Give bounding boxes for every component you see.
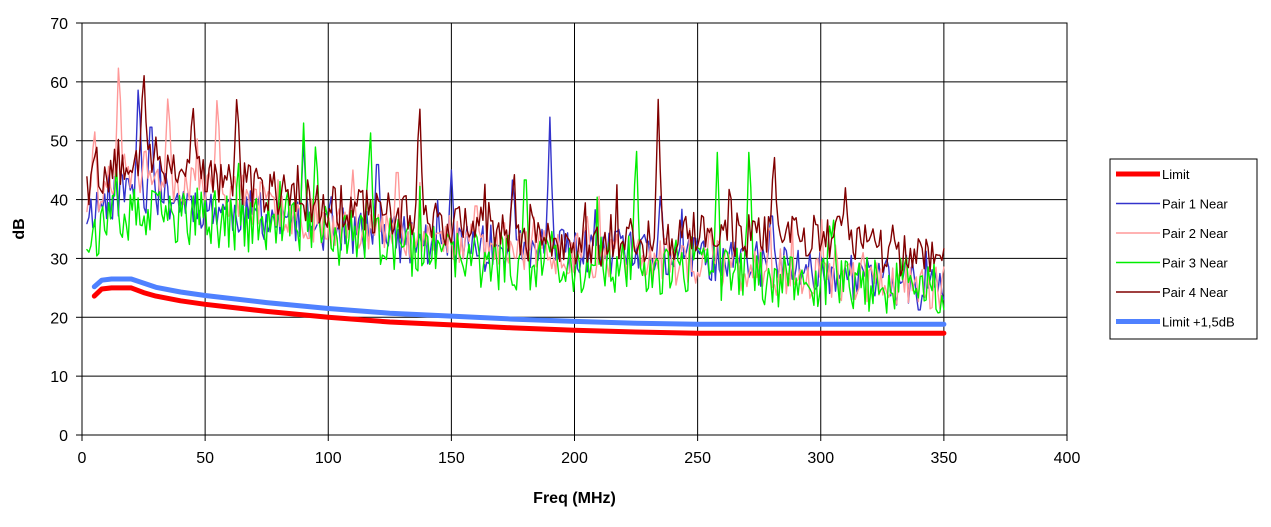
x-tick-label: 150 [438,450,465,467]
legend: Limit Pair 1 Near Pair 2 Near Pair 3 Near Pa… [1109,158,1258,340]
y-axis-title: dB [11,218,28,239]
legend-item: Pair 3 Near [1116,256,1228,271]
x-tick-label: 100 [315,450,342,467]
x-tick-label: 0 [78,450,87,467]
series-line-pair-3-near [86,122,945,314]
y-tick-label: 50 [50,134,68,151]
legend-label: Limit +1,5dB [1162,315,1235,330]
legend-items: Limit Pair 1 Near Pair 2 Near Pair 3 Near Pa… [1116,167,1235,330]
y-tick-label: 40 [50,193,68,210]
y-tick-label: 70 [50,16,68,33]
x-tick-label: 300 [807,450,834,467]
y-tick-label: 30 [50,251,68,268]
x-tick-label: 200 [561,450,588,467]
y-tick-label: 0 [59,428,68,445]
legend-box [1109,158,1258,340]
x-tick-label: 350 [931,450,958,467]
x-axis-title: Freq (MHz) [533,490,616,507]
legend-label: Pair 1 Near [1162,197,1228,212]
y-tick-label: 10 [50,369,68,386]
series-lines [86,67,947,336]
x-tick-label: 50 [196,450,214,467]
legend-label: Limit [1162,167,1190,182]
legend-item: Limit [1116,167,1190,182]
legend-label: Pair 3 Near [1162,256,1228,271]
x-tick-label: 250 [684,450,711,467]
series-line-pair-4-near [86,75,945,277]
legend-label: Pair 4 Near [1162,285,1228,300]
series-line-limit-1-5db [91,276,947,327]
axis-ticks: 0 50 100 150 200 250 300 350 400 0 10 20 30 40 50 60 70 [50,16,1080,467]
legend-item: Pair 2 Near [1116,226,1228,241]
legend-label: Pair 2 Near [1162,226,1228,241]
x-tick-label: 400 [1054,450,1081,467]
legend-item: Pair 4 Near [1116,285,1228,300]
series-line-pair-2-near [86,67,945,310]
legend-item: Pair 1 Near [1116,197,1228,212]
y-tick-label: 20 [50,310,68,327]
legend-item: Limit +1,5dB [1116,315,1235,330]
y-tick-label: 60 [50,75,68,92]
series-line-limit [91,285,947,336]
